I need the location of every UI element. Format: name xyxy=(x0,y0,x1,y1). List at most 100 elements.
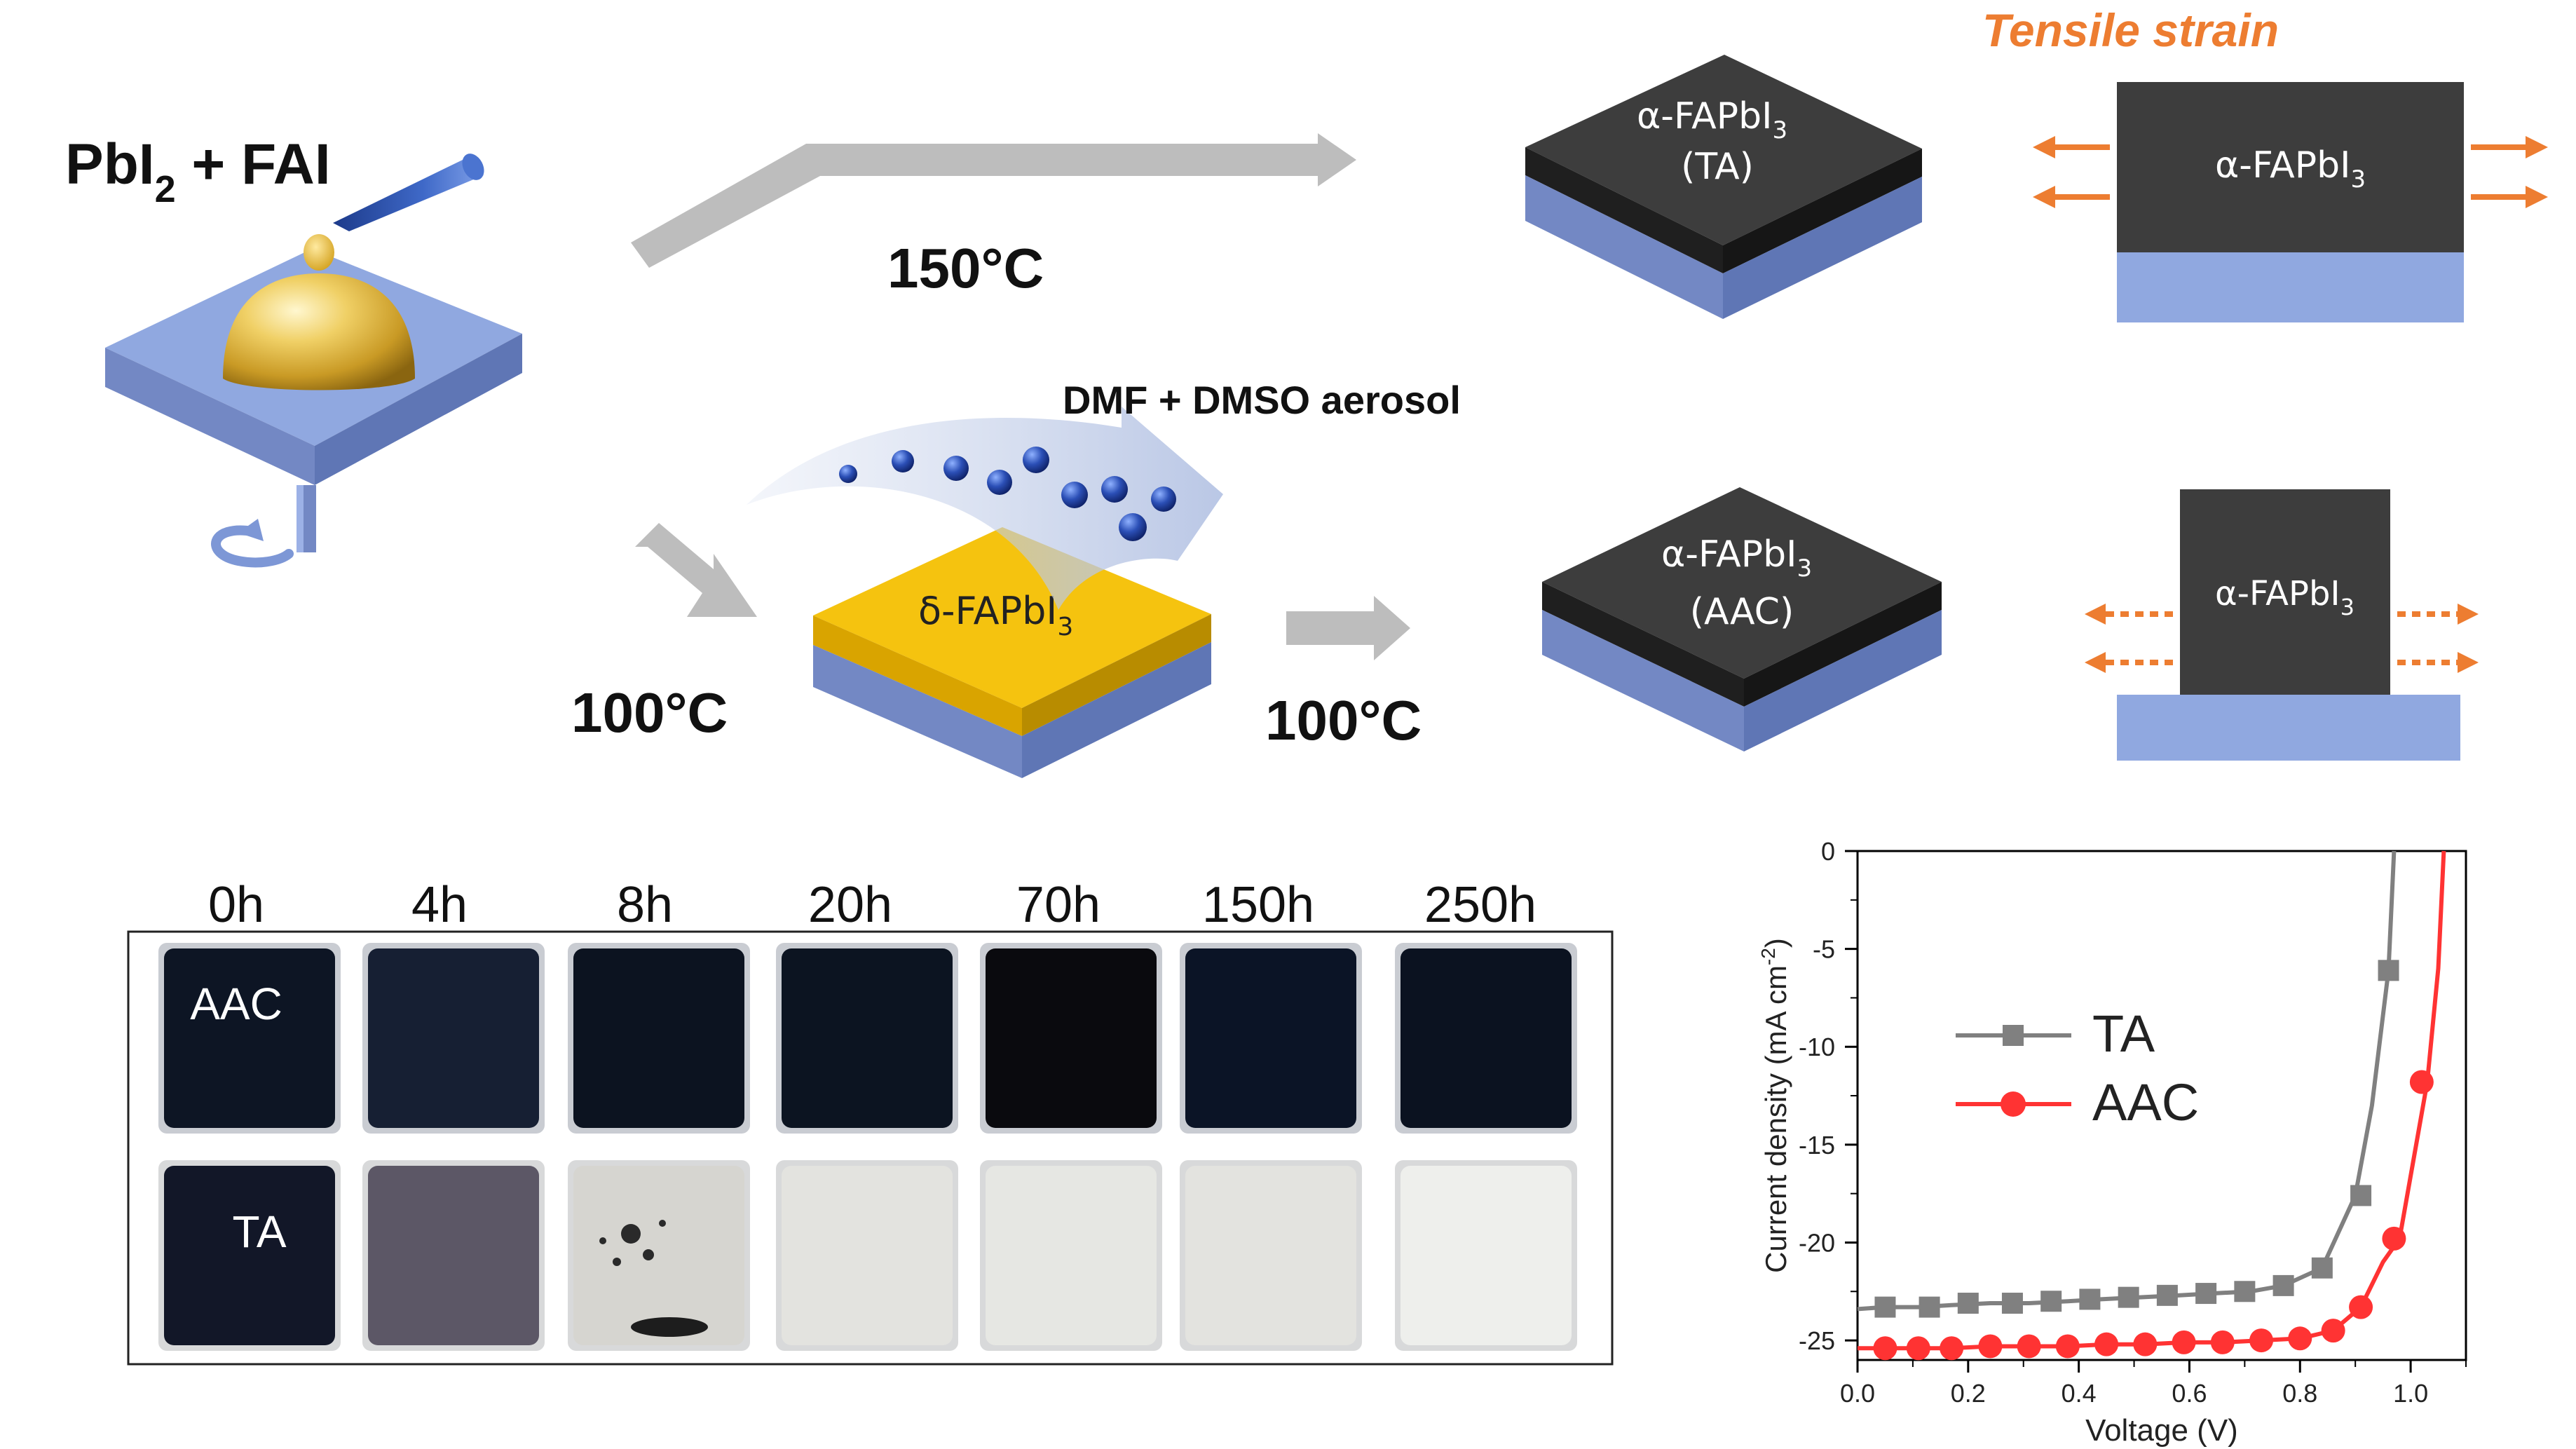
route-bottom-arrow-2 xyxy=(1286,596,1410,660)
data-point-ta xyxy=(2272,1274,2294,1296)
chart-plot-area xyxy=(1856,850,2467,1361)
droplet-icon xyxy=(304,234,334,271)
data-point-aac xyxy=(1906,1336,1930,1361)
ta-photo-tile xyxy=(1401,1166,1572,1345)
degradation-speck xyxy=(643,1249,654,1260)
data-point-ta xyxy=(2079,1288,2101,1310)
chart-ylabel-main: Current density (mA cm xyxy=(1759,965,1792,1273)
data-point-ta xyxy=(2234,1281,2256,1302)
delta-film-stack: δ-FAPbI3 xyxy=(813,527,1211,778)
time-label: 8h xyxy=(617,877,673,933)
data-point-ta xyxy=(2001,1293,2023,1314)
strain-bottom-sub: 3 xyxy=(2340,594,2354,620)
data-point-ta xyxy=(1919,1296,1940,1318)
photo-panel: 0h 4h 8h 20h 70h 150h 250h AAC TA xyxy=(127,877,1614,1366)
aac-photo-tile xyxy=(1185,948,1356,1128)
y-tick-label: -5 xyxy=(1813,935,1835,964)
data-point-ta xyxy=(2311,1257,2333,1279)
y-tick-label: -25 xyxy=(1799,1326,1835,1355)
chart-ylabel: Current density (mA cm-2) xyxy=(1757,938,1792,1273)
strain-top-label: α-FAPbI xyxy=(2215,144,2350,186)
data-point-aac xyxy=(1873,1336,1897,1361)
time-label: 0h xyxy=(208,877,264,933)
data-point-ta xyxy=(2378,960,2399,981)
svg-text:α-FAPbI3: α-FAPbI3 xyxy=(2215,574,2354,620)
data-point-aac xyxy=(2017,1334,2041,1359)
substrate-left-side xyxy=(105,348,315,485)
aac-photo-tile xyxy=(573,948,744,1128)
route-top-arrow xyxy=(631,133,1356,268)
svg-text:α-FAPbI3: α-FAPbI3 xyxy=(2215,144,2366,193)
ta-film-label: α-FAPbI xyxy=(1637,95,1772,137)
svg-text:δ-FAPbI3: δ-FAPbI3 xyxy=(918,589,1073,641)
x-tick-label: 0.0 xyxy=(1840,1379,1875,1408)
x-tick-label: 0.2 xyxy=(1951,1379,1986,1408)
data-point-aac xyxy=(2382,1226,2406,1251)
aerosol-flow-arrow xyxy=(747,407,1223,610)
data-point-aac xyxy=(2133,1332,2158,1356)
data-point-aac xyxy=(2288,1326,2312,1351)
ta-film-sub: 3 xyxy=(1772,116,1787,144)
chart-ylabel-sup: -2 xyxy=(1757,948,1779,965)
chart-legend: TA AAC xyxy=(1956,1005,2199,1131)
legend-ta-marker xyxy=(2003,1025,2024,1046)
time-labels: 0h 4h 8h 20h 70h 150h 250h xyxy=(208,877,1536,933)
data-point-ta xyxy=(1957,1293,1979,1314)
data-point-aac xyxy=(2055,1334,2080,1359)
aac-photo-tile xyxy=(1401,948,1572,1128)
time-label: 150h xyxy=(1202,877,1314,933)
legend-aac-marker xyxy=(2001,1091,2026,1117)
precursor-tail: + FAI xyxy=(176,132,331,196)
precursor-label: PbI2 + FAI xyxy=(65,132,331,210)
pipette-icon xyxy=(333,160,484,231)
data-point-aac xyxy=(2249,1328,2274,1353)
aerosol-label: DMF + DMSO aerosol xyxy=(1063,378,1461,422)
ta-photo-tile xyxy=(782,1166,953,1345)
precursor-dome xyxy=(223,273,415,390)
route-bottom-temperature-2: 100°C xyxy=(1265,689,1422,751)
strain-diagram-bottom: α-FAPbI3 xyxy=(2117,489,2460,761)
data-point-ta xyxy=(2156,1284,2178,1306)
precursor-main: PbI xyxy=(65,132,155,196)
data-point-ta xyxy=(2350,1185,2372,1206)
time-label: 20h xyxy=(808,877,892,933)
x-tick-label: 0.4 xyxy=(2062,1379,2097,1408)
x-tick-label: 0.6 xyxy=(2172,1379,2207,1408)
strain-arrows-top xyxy=(2033,136,2548,208)
x-tick-label: 1.0 xyxy=(2393,1379,2428,1408)
strain-arrows-bottom xyxy=(2085,604,2479,673)
time-label: 70h xyxy=(1016,877,1100,933)
ta-photo-tile xyxy=(1185,1166,1356,1345)
degradation-speck xyxy=(621,1224,641,1244)
degradation-stain xyxy=(631,1317,708,1337)
svg-text:α-FAPbI3: α-FAPbI3 xyxy=(1637,95,1787,144)
photo-tiles xyxy=(158,943,1577,1351)
degradation-speck xyxy=(659,1220,666,1227)
chart-ylabel-close: ) xyxy=(1759,938,1792,948)
delta-film-label: δ-FAPbI xyxy=(918,589,1057,633)
y-tick-label: -15 xyxy=(1799,1131,1835,1159)
photo-frame xyxy=(127,930,1614,1366)
aac-photo-tile xyxy=(986,948,1157,1128)
aac-photo-tile xyxy=(368,948,539,1128)
route-bottom-temperature-1: 100°C xyxy=(571,681,728,744)
aerosol-droplets xyxy=(839,447,1176,541)
time-label: 250h xyxy=(1424,877,1536,933)
route-bottom-arrow-1 xyxy=(635,523,757,617)
data-point-ta xyxy=(2118,1286,2139,1308)
ta-film-stack: α-FAPbI3 (TA) xyxy=(1525,55,1922,319)
ta-photo-tile xyxy=(164,1166,335,1345)
ta-photo-tile xyxy=(573,1166,744,1345)
ta-photo-tile xyxy=(986,1166,1157,1345)
precursor-sub: 2 xyxy=(155,168,176,210)
chart-xlabel: Voltage (V) xyxy=(2085,1413,2238,1448)
chart-ticks: 0.0 0.2 0.4 0.6 0.8 1.0 0 -5 -10 -15 -20 -25 xyxy=(1799,837,2467,1408)
strain-bottom-label: α-FAPbI xyxy=(2215,574,2340,613)
aac-film-stack: α-FAPbI3 (AAC) xyxy=(1542,487,1942,751)
y-tick-label: 0 xyxy=(1821,837,1835,866)
chart-series xyxy=(1857,850,2446,1361)
data-point-aac xyxy=(2409,1070,2434,1094)
legend-aac-label: AAC xyxy=(2092,1073,2199,1131)
strain-top-sub: 3 xyxy=(2350,165,2366,193)
